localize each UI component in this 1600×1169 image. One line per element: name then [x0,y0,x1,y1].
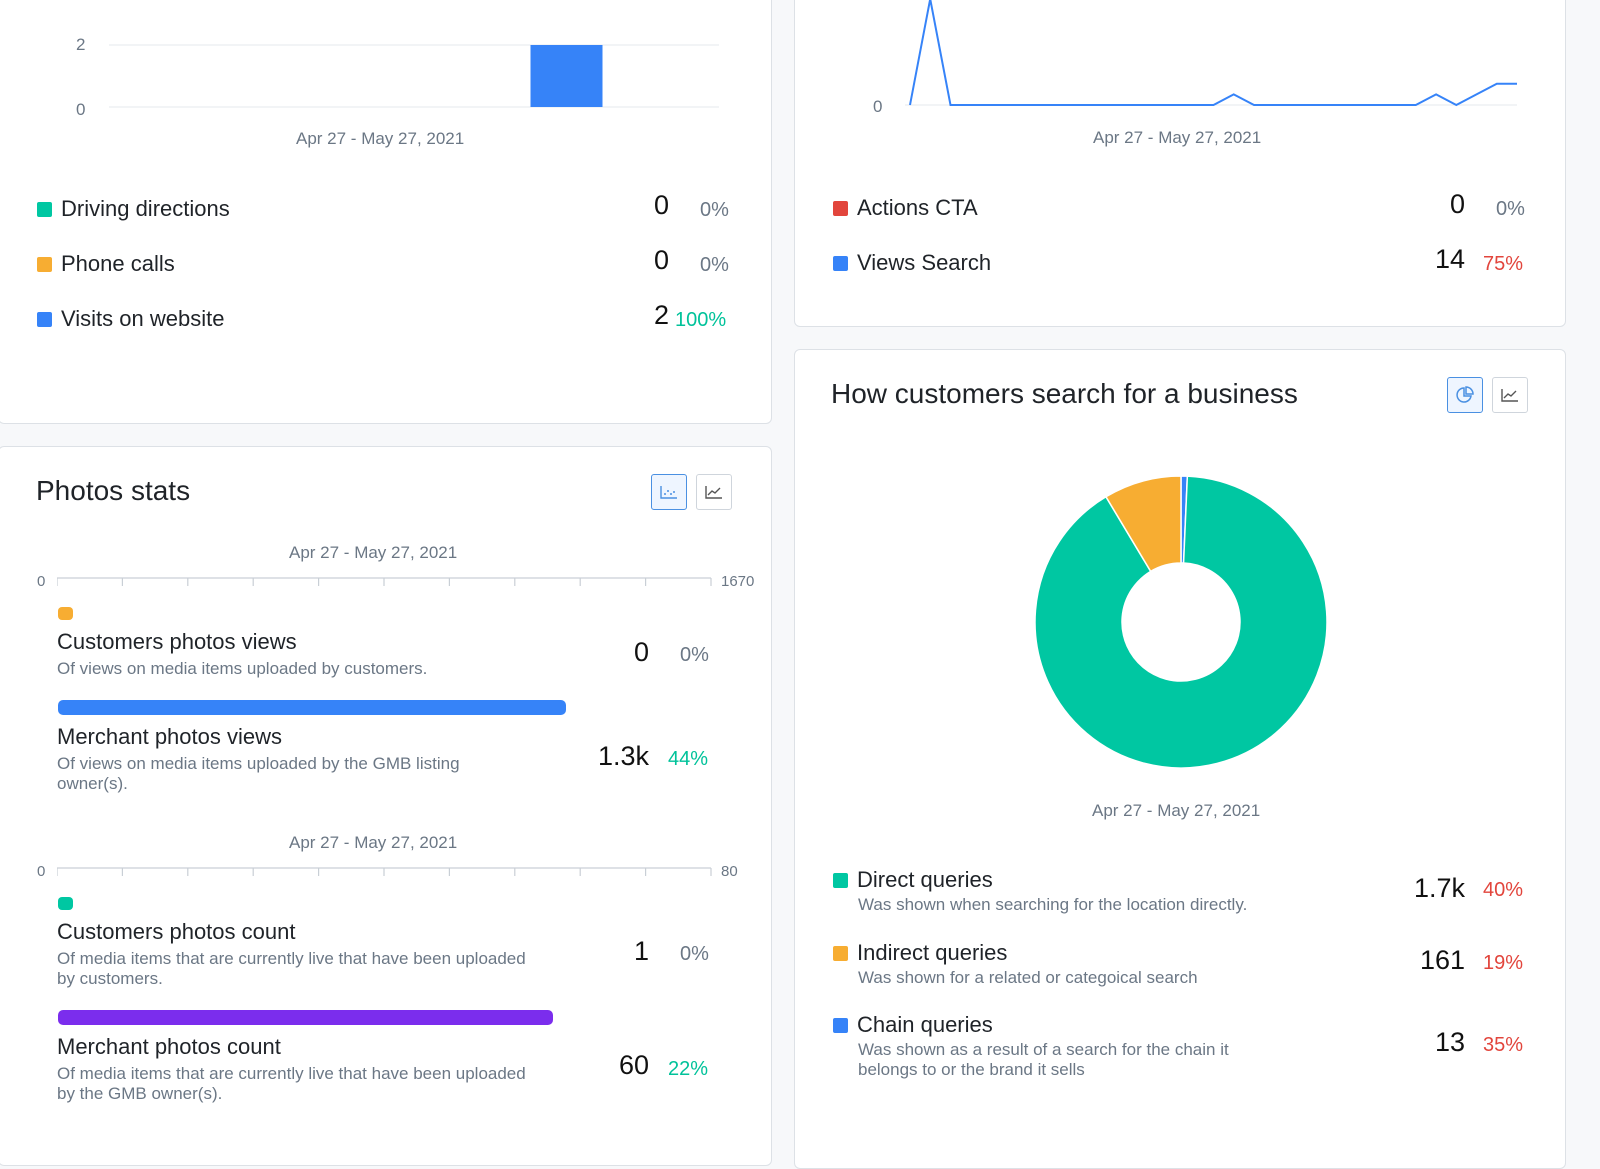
legend-value: 161 [1419,945,1465,975]
legend-swatch [833,255,848,271]
legend-label: Direct queries [857,867,993,892]
legend-actions-cta: Actions CTA [833,195,978,221]
axis-min: 0 [37,573,46,590]
item-description: Of media items that are currently live t… [57,1064,526,1103]
legend-indirect-queries: Indirect queries [833,940,1007,966]
legend-swatch [833,1017,848,1033]
card-title: How customers search for a business [831,378,1298,409]
card-title: Photos stats [36,475,191,506]
legend-description: Was shown for a related or categoical se… [858,968,1198,987]
axis-max: 1670 [721,573,755,590]
legend-percent: 100% [675,309,727,331]
legend-label: Driving directions [61,196,230,221]
legend-label: Phone calls [61,251,175,276]
legend-description: Was shown when searching for the locatio… [858,895,1248,914]
item-percent: 0% [680,644,709,666]
series-line [909,0,1517,107]
legend-label: Views Search [857,250,992,275]
legend-swatch [833,945,848,961]
item-value: 0 [633,637,649,667]
legend-value: 0 [1449,189,1465,219]
merchant-photos-views-bar [58,700,567,715]
item-percent: 0% [680,943,709,965]
y-tick-0: 0 [873,97,883,116]
line-chart-icon[interactable] [696,474,732,510]
legend-label: Actions CTA [857,195,978,220]
legend-percent: 19% [1483,952,1524,974]
item-percent: 44% [668,748,709,770]
item-value: 1.3k [597,741,649,771]
legend-chain-queries: Chain queries [833,1012,993,1038]
legend-views-search: Views Search [833,250,991,276]
scatter-chart-icon[interactable] [651,474,687,510]
legend-swatch [37,201,52,217]
item-value: 1 [633,936,649,966]
item-label: Customers photos count [57,919,296,944]
legend-percent: 40% [1483,879,1524,901]
group1-axis [57,577,712,586]
legend-percent: 35% [1483,1034,1524,1056]
item-description: Of media items that are currently live t… [57,949,526,988]
legend-description: Was shown as a result of a search for th… [858,1040,1229,1079]
group2-axis [57,867,712,876]
legend-swatch [833,872,848,888]
customers-photos-count-bar [58,897,73,910]
item-value: 60 [618,1050,649,1080]
item-description: Of views on media items uploaded by the … [57,754,460,793]
views-card: 0 Apr 27 - May 27, 2021 Actions CTA 0 0%… [794,0,1566,327]
group2-date-range: Apr 27 - May 27, 2021 [289,833,458,852]
legend-value: 2 [653,300,669,330]
chart-date-range: Apr 27 - May 27, 2021 [1092,801,1261,820]
legend-label: Indirect queries [857,940,1008,965]
y-tick-2: 2 [76,35,86,54]
legend-value: 14 [1434,244,1465,274]
legend-value: 13 [1434,1027,1465,1057]
legend-visits-on-website: Visits on website [37,306,224,332]
traffic-card: 2 0 Apr 27 - May 27, 2021 Driving direct… [0,0,772,424]
y-tick-0: 0 [76,100,86,119]
legend-percent: 0% [700,199,729,221]
legend-percent: 75% [1483,253,1524,275]
item-label: Merchant photos views [57,724,282,749]
legend-value: 1.7k [1413,873,1465,903]
group1-date-range: Apr 27 - May 27, 2021 [289,543,458,562]
donut-slice-indirect-queries [1104,475,1182,573]
legend-percent: 0% [700,254,729,276]
legend-direct-queries: Direct queries [833,867,993,893]
chart-date-range: Apr 27 - May 27, 2021 [296,129,465,148]
pie-chart-icon[interactable] [1447,377,1483,413]
legend-label: Chain queries [857,1012,993,1037]
legend-percent: 0% [1496,198,1525,220]
bar [530,45,603,107]
chart-date-range: Apr 27 - May 27, 2021 [1093,128,1262,147]
legend-label: Visits on website [61,306,225,331]
legend-swatch [37,256,52,272]
axis-min: 0 [37,863,46,880]
legend-driving-directions: Driving directions [37,196,230,222]
views-line-chart [905,0,1517,107]
donut-slice-direct-queries [1034,475,1328,769]
item-label: Customers photos views [57,629,297,654]
axis-max: 80 [721,863,738,880]
customers-photos-views-bar [58,607,73,620]
merchant-photos-count-bar [58,1010,553,1025]
legend-phone-calls: Phone calls [37,251,175,277]
item-description: Of views on media items uploaded by cust… [57,659,428,678]
search-donut-chart [1034,475,1328,769]
item-label: Merchant photos count [57,1034,281,1059]
legend-value: 0 [653,190,669,220]
traffic-bar-chart [109,44,719,108]
legend-swatch [37,311,52,327]
customer-search-card: How customers search for a business Apr … [794,349,1566,1169]
line-chart-icon[interactable] [1492,377,1528,413]
legend-value: 0 [653,245,669,275]
photos-stats-card: Photos stats Apr 27 - May 27, 2021 0 167… [0,446,772,1166]
item-percent: 22% [668,1058,709,1080]
legend-swatch [833,200,848,216]
